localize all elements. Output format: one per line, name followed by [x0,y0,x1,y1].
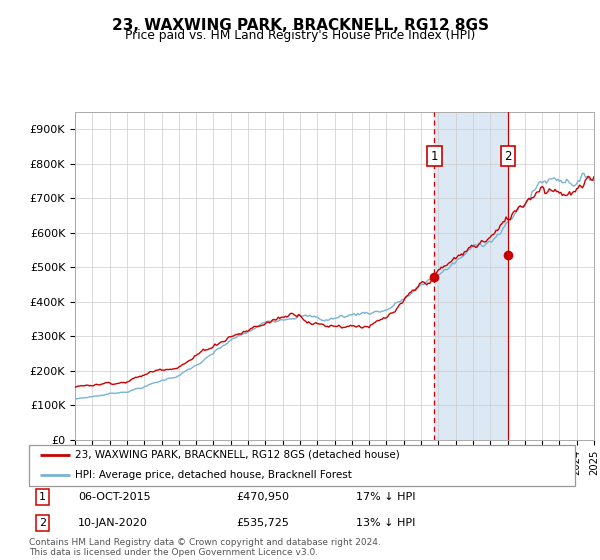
Text: Price paid vs. HM Land Registry's House Price Index (HPI): Price paid vs. HM Land Registry's House … [125,29,475,42]
Text: 17% ↓ HPI: 17% ↓ HPI [356,492,416,502]
Text: 13% ↓ HPI: 13% ↓ HPI [356,518,416,528]
Text: HPI: Average price, detached house, Bracknell Forest: HPI: Average price, detached house, Brac… [75,470,352,480]
Text: 10-JAN-2020: 10-JAN-2020 [78,518,148,528]
Text: 1: 1 [39,492,46,502]
Text: 1: 1 [431,150,438,163]
Text: £535,725: £535,725 [236,518,289,528]
Text: 2: 2 [504,150,512,163]
Text: Contains HM Land Registry data © Crown copyright and database right 2024.
This d: Contains HM Land Registry data © Crown c… [29,538,380,557]
Text: 23, WAXWING PARK, BRACKNELL, RG12 8GS (detached house): 23, WAXWING PARK, BRACKNELL, RG12 8GS (d… [75,450,400,460]
Text: 23, WAXWING PARK, BRACKNELL, RG12 8GS: 23, WAXWING PARK, BRACKNELL, RG12 8GS [112,18,488,33]
Text: 06-OCT-2015: 06-OCT-2015 [78,492,151,502]
Text: 2: 2 [39,518,46,528]
Bar [434,112,508,440]
Text: £470,950: £470,950 [236,492,289,502]
